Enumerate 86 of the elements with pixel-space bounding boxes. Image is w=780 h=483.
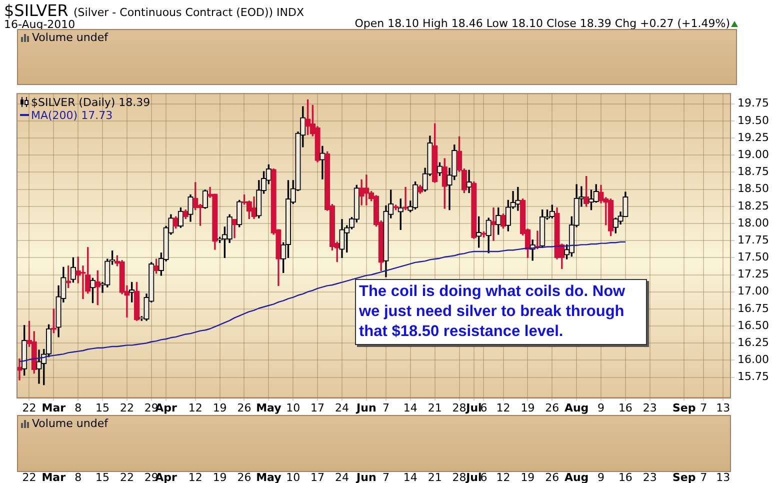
category-label: 28	[452, 471, 466, 483]
category-label: 10	[286, 471, 300, 483]
y-tick-label: 17.75	[738, 233, 770, 246]
x-tick-label: 21	[428, 401, 442, 414]
text: Volume undef	[31, 417, 108, 430]
y-tick-label: 19.00	[738, 148, 770, 161]
y-tick-label: 18.75	[738, 165, 770, 178]
category-label: 26	[545, 471, 560, 483]
x-tick-label: May	[256, 401, 282, 414]
category-label: 8	[74, 471, 82, 483]
x-tick-label: Sep	[672, 401, 696, 414]
category-label: 12	[188, 471, 202, 483]
candlestick	[320, 146, 326, 180]
x-tick-label: 16	[618, 401, 632, 414]
x-tick-label: 22	[120, 401, 134, 414]
y-tick-label: 17.00	[738, 284, 770, 298]
x-tick-label: 28	[452, 401, 466, 414]
x-tick-label: 17	[310, 401, 325, 414]
x-tick-label: 7	[382, 401, 390, 414]
y-tick-label: 19.25	[738, 130, 770, 144]
chart-subtitle: 16-Aug-2010	[4, 18, 76, 31]
y-tick-label: 17.50	[738, 250, 770, 264]
y-tick-label: 17.25	[738, 268, 770, 281]
x-tick-label: Jun	[356, 401, 376, 414]
y-tick-label: 18.25	[738, 199, 770, 212]
x-tick-label: 7	[700, 401, 708, 414]
y-tick-label: 18.00	[738, 216, 770, 230]
x-tick-label: 26	[237, 401, 252, 414]
x-tick-label: 24	[334, 401, 349, 414]
category-label: 21	[428, 471, 442, 483]
x-tick-label: 14	[403, 401, 418, 414]
annotation: The coil is doing what coils do. Now we just need silver to break through that $18.50 resistance level.	[355, 279, 647, 345]
x-tick-label: 19	[520, 401, 535, 414]
x-tick-label: 9	[598, 401, 604, 414]
category-label: 24	[334, 471, 349, 483]
category-label: 17	[310, 471, 325, 483]
text: Open 18.10 High 18.46 Low 18.10 Close 18.39 Chg +0.27 (+1.49%)	[354, 17, 730, 30]
legend-label: MA(200) 17.73	[30, 108, 114, 122]
x-tick-label: 10	[286, 401, 300, 414]
y-tick-label: 18.50	[738, 182, 770, 196]
x-tick-label: 26	[545, 401, 560, 414]
category-label: Aug	[564, 471, 589, 483]
category-label: 12	[496, 471, 510, 483]
category-label: Jun	[356, 471, 376, 483]
candlestick	[17, 358, 22, 380]
candlestick	[490, 207, 496, 241]
x-tick-label: Aug	[564, 401, 589, 414]
category-label: 9	[598, 471, 604, 483]
x-tick-label: 12	[496, 401, 510, 414]
category-label: 19	[212, 471, 227, 483]
text: Volume undef	[31, 31, 108, 44]
category-label: Sep	[672, 471, 696, 483]
x-tick-label: 13	[716, 401, 730, 414]
category-label: 19	[520, 471, 535, 483]
category-label: 22	[22, 471, 36, 483]
x-tick-label: Mar	[42, 401, 66, 414]
y-tick-label: 16.75	[738, 302, 770, 315]
x-tick-label: 6	[480, 401, 488, 414]
category-label: 7	[382, 471, 390, 483]
x-tick-label: 8	[74, 401, 82, 414]
y-tick-label: 19.50	[738, 114, 770, 127]
y-tick-label: 19.75	[738, 96, 770, 110]
category-label: Jul	[466, 471, 482, 483]
chart-title: $SILVER (Silver - Continuous Contract (EOD)) INDX	[4, 1, 304, 20]
y-tick-label: 16.50	[738, 318, 770, 332]
category-label: Mar	[42, 471, 66, 483]
category-label: 7	[700, 471, 708, 483]
x-tick-label: 15	[96, 401, 110, 414]
category-label: 15	[96, 471, 110, 483]
category-label: 6	[480, 471, 488, 483]
legend-label: $SILVER (Daily) 18.39	[30, 96, 150, 109]
x-tick-label: Jul	[465, 401, 482, 414]
y-tick-label: 16.25	[738, 336, 770, 349]
x-tick-label: 12	[188, 401, 202, 414]
y-tick-label: 15.75	[738, 370, 770, 384]
x-tick-label: 19	[212, 401, 227, 414]
category-label: May	[256, 471, 282, 483]
category-label: 23	[642, 471, 657, 483]
category-label: 22	[120, 471, 134, 483]
category-label: 26	[237, 471, 252, 483]
x-tick-label: 23	[642, 401, 657, 414]
category-label: 14	[403, 471, 418, 483]
category-label: 13	[716, 471, 730, 483]
x-tick-label: 22	[22, 401, 36, 414]
y-tick-label: 16.00	[738, 353, 770, 366]
category-label: 16	[618, 471, 632, 483]
